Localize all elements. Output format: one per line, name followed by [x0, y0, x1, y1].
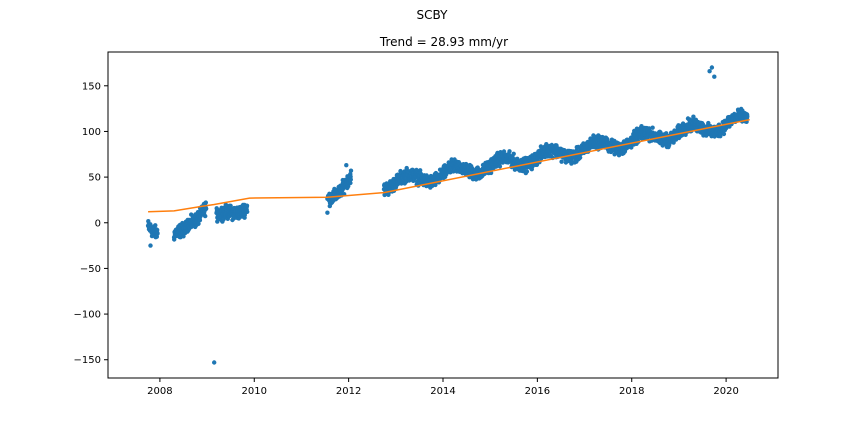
y-tick-label: 100 [82, 127, 101, 138]
data-point [153, 223, 158, 228]
y-tick-label: −100 [74, 310, 101, 321]
x-tick-label: 2012 [336, 386, 361, 397]
data-point [745, 114, 750, 119]
data-point [577, 155, 583, 160]
data-point [197, 218, 203, 223]
data-point [605, 136, 610, 142]
x-tick-label: 2016 [525, 386, 550, 397]
data-point [497, 164, 503, 169]
data-point [212, 360, 217, 365]
data-point [203, 213, 208, 219]
trend-line [148, 118, 750, 213]
axes-frame [107, 51, 779, 379]
x-axis: 2008 2010 2012 2014 2016 2018 2020 [147, 378, 739, 397]
data-point [196, 221, 201, 226]
y-tick-label: 50 [88, 173, 101, 184]
x-tick-label: 2014 [430, 386, 455, 397]
data-point [348, 177, 353, 182]
data-point [501, 149, 507, 154]
data-point [569, 161, 574, 166]
y-tick-label: −150 [74, 355, 101, 366]
data-point [507, 149, 512, 154]
data-point [203, 200, 208, 205]
x-tick-label: 2010 [242, 386, 267, 397]
plot-area [145, 65, 750, 365]
figure-suptitle: SCBY [417, 8, 449, 22]
y-tick-label: −50 [80, 264, 101, 275]
data-point [181, 234, 186, 239]
x-tick-label: 2008 [147, 386, 172, 397]
data-point [155, 231, 160, 236]
data-point [148, 222, 153, 227]
data-point [244, 203, 250, 208]
data-point [346, 184, 351, 189]
y-axis: −150 −100 −50 0 50 100 150 [74, 81, 108, 366]
y-tick-label: 150 [82, 81, 101, 92]
data-point [148, 243, 153, 248]
data-point [650, 125, 655, 130]
data-point [712, 74, 717, 79]
x-tick-label: 2018 [619, 386, 644, 397]
data-point [707, 69, 712, 74]
data-point [721, 131, 727, 137]
y-tick-label: 0 [95, 218, 101, 229]
data-point [511, 151, 516, 156]
x-tick-label: 2020 [713, 386, 738, 397]
data-point [344, 163, 349, 168]
data-point [418, 168, 423, 173]
data-point [524, 169, 530, 174]
data-point [203, 206, 209, 211]
chart-title: Trend = 28.93 mm/yr [379, 35, 508, 49]
data-point [348, 168, 354, 173]
data-point [709, 65, 715, 70]
data-point [559, 159, 564, 164]
data-point [348, 180, 353, 186]
data-point [325, 210, 330, 215]
data-point [245, 209, 250, 214]
